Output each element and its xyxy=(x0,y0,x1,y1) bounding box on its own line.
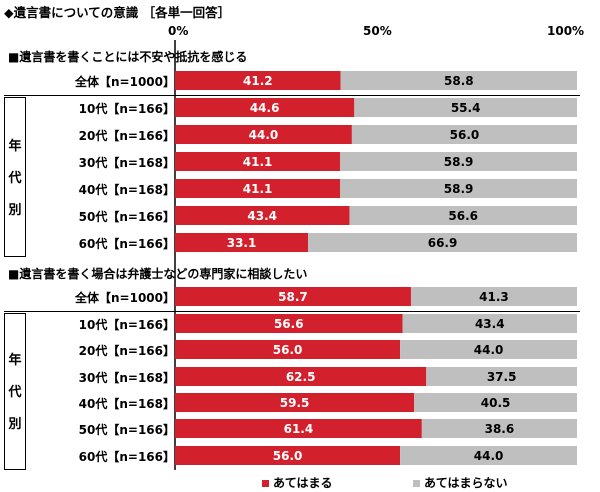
age-group-label: 別 xyxy=(8,203,22,218)
row-label: 全体【n=1000】 xyxy=(75,291,175,305)
bar-agree xyxy=(175,233,309,252)
bar-disagree xyxy=(340,179,577,198)
age-group-label: 代 xyxy=(8,171,22,186)
row-label: 60代【n=166】 xyxy=(78,450,175,464)
legend-swatch-agree xyxy=(262,480,269,487)
bar-disagree xyxy=(349,206,577,225)
data-label-agree: 43.4 xyxy=(247,209,277,223)
age-group-label: 別 xyxy=(8,417,22,432)
data-label-agree: 58.7 xyxy=(278,290,308,304)
legend-label-disagree: あてはまらない xyxy=(424,476,508,490)
bar-agree xyxy=(175,206,350,225)
age-group-label: 年 xyxy=(8,353,22,368)
data-label-disagree: 37.5 xyxy=(487,370,517,384)
bar-disagree xyxy=(340,152,577,171)
data-label-disagree: 58.9 xyxy=(444,155,474,169)
bar-disagree xyxy=(400,446,577,465)
bar-disagree xyxy=(410,287,577,306)
x-tick-label: 100% xyxy=(547,24,585,38)
data-label-agree: 61.4 xyxy=(284,422,314,436)
data-label-agree: 59.5 xyxy=(280,396,310,410)
data-label-agree: 44.0 xyxy=(249,128,279,142)
data-label-disagree: 43.4 xyxy=(475,317,505,331)
bar-disagree xyxy=(351,125,577,144)
divider xyxy=(4,311,580,312)
bar-agree xyxy=(175,419,422,438)
bar-disagree xyxy=(308,233,577,252)
row-label: 全体【n=1000】 xyxy=(75,75,175,89)
data-label-agree: 62.5 xyxy=(286,370,316,384)
bar-agree xyxy=(175,98,355,117)
legend-label-agree: あてはまる xyxy=(273,476,333,490)
bar-disagree xyxy=(340,71,577,90)
bar-agree xyxy=(175,367,427,386)
data-label-disagree: 40.5 xyxy=(481,396,511,410)
data-label-agree: 41.2 xyxy=(243,74,273,88)
data-label-agree: 41.1 xyxy=(243,155,273,169)
data-label-disagree: 66.9 xyxy=(428,236,458,250)
bar-agree xyxy=(175,446,401,465)
age-group-label: 年 xyxy=(8,139,22,154)
row-label: 60代【n=166】 xyxy=(78,237,175,251)
legend-item-disagree: あてはまらない xyxy=(413,474,508,491)
section-title: ■遺言書を書く場合は弁護士などの専門家に相談したい xyxy=(8,267,308,281)
data-label-disagree: 56.0 xyxy=(450,128,480,142)
bar-disagree xyxy=(426,367,577,386)
data-label-agree: 56.0 xyxy=(273,343,303,357)
bar-disagree xyxy=(400,340,577,359)
data-label-agree: 56.6 xyxy=(274,317,304,331)
data-label-disagree: 55.4 xyxy=(451,101,481,115)
divider xyxy=(4,95,580,96)
x-tick-label: 50% xyxy=(363,24,392,38)
data-label-disagree: 58.9 xyxy=(444,182,474,196)
row-label: 20代【n=166】 xyxy=(78,129,175,143)
bar-disagree xyxy=(402,314,577,333)
data-label-disagree: 41.3 xyxy=(479,290,509,304)
row-label: 50代【n=166】 xyxy=(78,210,175,224)
data-label-disagree: 38.6 xyxy=(485,422,515,436)
bar-disagree xyxy=(354,98,577,117)
row-label: 50代【n=166】 xyxy=(78,423,175,437)
bar-agree xyxy=(175,314,403,333)
x-tick-label: 0% xyxy=(168,24,189,38)
bar-disagree xyxy=(421,419,577,438)
bar-agree xyxy=(175,179,341,198)
legend-item-agree: あてはまる xyxy=(262,474,333,491)
row-label: 20代【n=166】 xyxy=(78,344,175,358)
row-label: 30代【n=168】 xyxy=(78,156,175,170)
age-group-box: 年 代 別 xyxy=(4,97,26,257)
row-label: 10代【n=166】 xyxy=(78,318,175,332)
row-label: 30代【n=168】 xyxy=(78,371,175,385)
row-label: 40代【n=168】 xyxy=(78,397,175,411)
data-label-disagree: 58.8 xyxy=(444,74,474,88)
data-label-disagree: 44.0 xyxy=(474,343,504,357)
bar-agree xyxy=(175,71,341,90)
section-title: ■遺言書を書くことには不安や抵抗を感じる xyxy=(8,50,248,64)
data-label-disagree: 56.6 xyxy=(448,209,478,223)
bar-agree xyxy=(175,340,401,359)
legend-swatch-disagree xyxy=(413,480,420,487)
row-label: 10代【n=166】 xyxy=(78,102,175,116)
data-label-agree: 44.6 xyxy=(250,101,280,115)
row-label: 40代【n=168】 xyxy=(78,183,175,197)
bar-disagree xyxy=(414,393,577,412)
data-label-agree: 41.1 xyxy=(243,182,273,196)
bar-agree xyxy=(175,287,411,306)
age-group-box: 年 代 別 xyxy=(4,313,26,470)
data-label-agree: 33.1 xyxy=(227,236,257,250)
bar-agree xyxy=(175,125,352,144)
bar-agree xyxy=(175,152,341,171)
bar-agree xyxy=(175,393,415,412)
age-group-label: 代 xyxy=(8,385,22,400)
chart-title: ◆遺言書についての意識 ［各単一回答］ xyxy=(4,5,231,20)
data-label-disagree: 44.0 xyxy=(474,449,504,463)
data-label-agree: 56.0 xyxy=(273,449,303,463)
